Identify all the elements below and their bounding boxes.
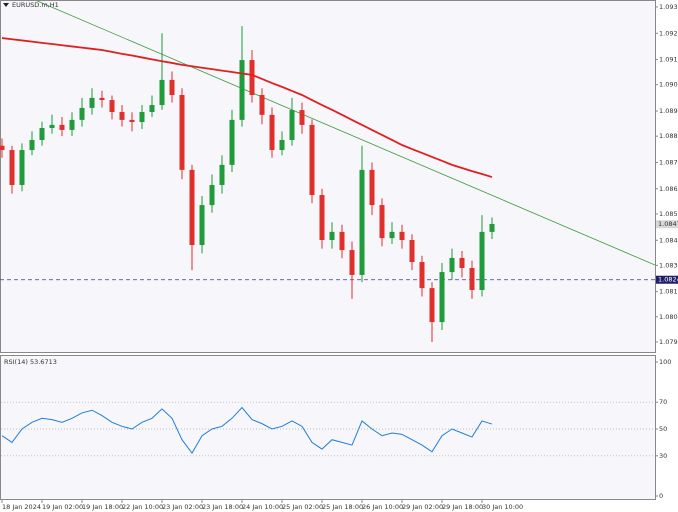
x-tick-label: 22 Jan 10:00 (122, 503, 163, 511)
candle-body (69, 119, 75, 130)
y-tick-label: 70 (659, 398, 667, 406)
candle-body (439, 272, 445, 323)
y-tick-label: 100 (659, 358, 671, 366)
x-tick-label: 19 Jan 18:00 (82, 503, 123, 511)
candle-body (99, 97, 105, 101)
candle-body (329, 231, 335, 241)
candle-body (209, 184, 215, 206)
candle-body (139, 111, 145, 123)
x-tick-label: 24 Jan 10:00 (242, 503, 283, 511)
candle-body (129, 119, 135, 123)
candle-body (469, 268, 475, 291)
candle-body (239, 60, 245, 120)
candle-body (109, 100, 115, 112)
x-tick-label: 25 Jan 18:00 (322, 503, 363, 511)
candle-body (229, 119, 235, 165)
candle-body (309, 124, 315, 196)
candle-body (419, 262, 425, 289)
candle-body (199, 205, 205, 246)
y-tick-label: 1.08730 (659, 158, 678, 166)
y-tick-label: 1.08405 (659, 236, 678, 244)
y-tick-label: 30 (659, 452, 667, 460)
x-tick-label: 23 Jan 02:00 (162, 503, 203, 511)
candle-body (249, 60, 255, 95)
y-tick-label: 1.08515 (659, 210, 678, 218)
candle-body (359, 169, 365, 275)
rsi-panel (0, 355, 656, 500)
y-tick-label: 1.09055 (659, 81, 678, 89)
x-tick-label: 29 Jan 18:00 (442, 503, 483, 511)
candle-body (119, 111, 125, 120)
moving-average (1, 37, 493, 178)
candle-body (289, 110, 295, 140)
candle-body (459, 257, 465, 269)
candle-body (489, 223, 495, 232)
candle-body (49, 124, 55, 129)
x-tick-label: 26 Jan 10:00 (362, 503, 403, 511)
price-panel (0, 0, 656, 353)
trend-line (36, 1, 655, 266)
candle-body (449, 257, 455, 273)
candle-body (319, 195, 325, 241)
candle-body (89, 97, 95, 108)
x-tick-label: 25 Jan 02:00 (282, 503, 323, 511)
x-tick-label: 19 Jan 02:00 (42, 503, 83, 511)
candle-body (379, 205, 385, 239)
candle-body (389, 231, 395, 239)
level-label-box (656, 275, 678, 284)
y-tick-label: 1.09160 (659, 56, 678, 64)
candle-body (299, 110, 305, 125)
candle-body (369, 169, 375, 206)
level-label: 1.08240 (658, 276, 678, 284)
candle-body (149, 105, 155, 112)
price-label: 1.08472 (658, 220, 678, 228)
candle-body (269, 114, 275, 151)
x-tick-label: 30 Jan 10:00 (482, 503, 523, 511)
rsi-line (1, 406, 493, 455)
y-tick-label: 1.09380 (659, 3, 678, 11)
y-tick-label: 1.08190 (659, 288, 678, 296)
candle-body (29, 139, 35, 151)
candle-body (169, 79, 175, 95)
y-tick-label: 50 (659, 425, 667, 433)
y-tick-label: 1.07980 (659, 338, 678, 346)
candle-body (409, 240, 415, 263)
candle-body (0, 145, 5, 151)
candle-body (59, 124, 65, 130)
candle-body (159, 79, 165, 106)
candle-body (339, 231, 345, 251)
menu-arrow (3, 3, 9, 7)
candle-body (179, 94, 185, 170)
price-label-box (656, 220, 678, 229)
chart-title: EURUSD.m,H1 (12, 1, 59, 9)
candle-body (349, 250, 355, 275)
candle-body (9, 150, 15, 185)
x-tick-label: 23 Jan 18:00 (202, 503, 243, 511)
candle-body (479, 231, 485, 291)
y-tick-label: 1.08945 (659, 107, 678, 115)
candle-body (279, 139, 285, 151)
candle-body (189, 169, 195, 246)
y-tick-label: 1.08620 (659, 185, 678, 193)
rsi-title: RSI(14) 53.6713 (4, 358, 57, 366)
x-tick-label: 18 Jan 2024 (2, 503, 41, 511)
x-tick-label: 29 Jan 02:00 (402, 503, 443, 511)
candle-body (429, 288, 435, 323)
candle-body (399, 231, 405, 241)
y-tick-label: 1.08840 (659, 132, 678, 140)
candle-body (79, 107, 85, 120)
candle-body (259, 94, 265, 115)
y-tick-label: 0 (659, 492, 663, 500)
candle-body (219, 164, 225, 185)
y-tick-label: 1.08085 (659, 313, 678, 321)
y-tick-label: 1.09270 (659, 29, 678, 37)
y-tick-label: 1.08300 (659, 261, 678, 269)
candle-body (19, 150, 25, 185)
candle-body (39, 128, 45, 140)
